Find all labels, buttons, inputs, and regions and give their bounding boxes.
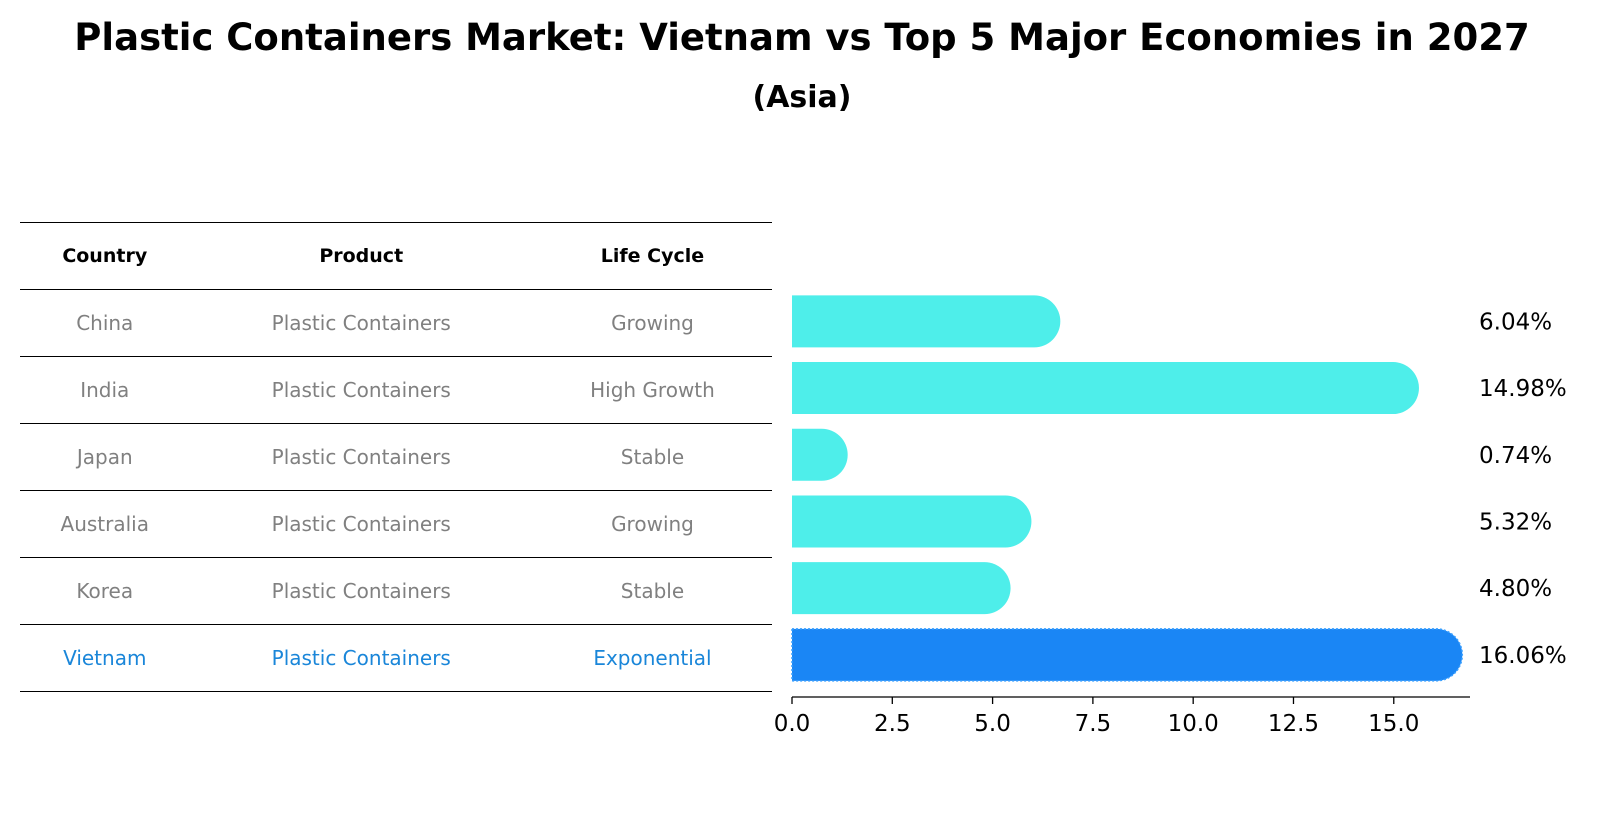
cell-country: India: [20, 356, 190, 424]
cell-product: Plastic Containers: [189, 356, 533, 424]
cell-product: Plastic Containers: [189, 624, 533, 692]
cell-product: Plastic Containers: [189, 490, 533, 558]
x-tick-label: 7.5: [1075, 711, 1112, 737]
cell-life-cycle: Growing: [532, 289, 772, 357]
x-tick-label: 15.0: [1368, 711, 1419, 737]
cell-life-cycle: Growing: [532, 490, 772, 558]
cell-life-cycle: Stable: [532, 423, 772, 491]
cell-product: Plastic Containers: [189, 423, 533, 491]
chart-title: Plastic Containers Market: Vietnam vs To…: [74, 16, 1530, 59]
table-row-highlighted: Vietnam Plastic Containers Exponential: [20, 624, 772, 692]
cell-country: Australia: [20, 490, 190, 558]
bar-japan: [792, 428, 848, 481]
bar-vietnam: [791, 628, 1464, 682]
data-table: Country Product Life Cycle China Plastic…: [20, 222, 772, 692]
cell-product: Plastic Containers: [189, 289, 533, 357]
table-row: China Plastic Containers Growing: [20, 289, 772, 357]
bar-india: [792, 362, 1419, 415]
bar-value-label: 14.98%: [1479, 376, 1567, 402]
x-tick-label: 5.0: [974, 711, 1011, 737]
bar-china: [792, 295, 1061, 348]
cell-country: Korea: [20, 557, 190, 625]
bar-value-label: 0.74%: [1479, 443, 1552, 469]
table-row: India Plastic Containers High Growth: [20, 356, 772, 424]
header-country: Country: [20, 222, 190, 290]
cell-country: Japan: [20, 423, 190, 491]
chart-subtitle: (Asia): [752, 80, 852, 115]
cell-product: Plastic Containers: [189, 557, 533, 625]
x-tick-label: 0.0: [774, 711, 811, 737]
table-header-row: Country Product Life Cycle: [20, 222, 772, 290]
cell-life-cycle: Exponential: [532, 624, 772, 692]
table-row: Korea Plastic Containers Stable: [20, 557, 772, 625]
bar-value-label: 16.06%: [1479, 643, 1567, 669]
bar-value-label: 6.04%: [1479, 309, 1552, 335]
bar-value-label: 4.80%: [1479, 576, 1552, 602]
cell-country: China: [20, 289, 190, 357]
bar-value-label: 5.32%: [1479, 509, 1552, 535]
bar-korea: [792, 562, 1011, 615]
x-tick-label: 12.5: [1268, 711, 1319, 737]
x-tick-label: 10.0: [1168, 711, 1219, 737]
table-row: Japan Plastic Containers Stable: [20, 423, 772, 491]
cell-country: Vietnam: [20, 624, 190, 692]
header-product: Product: [189, 222, 533, 290]
cell-life-cycle: High Growth: [532, 356, 772, 424]
x-tick-label: 2.5: [874, 711, 911, 737]
header-life-cycle: Life Cycle: [532, 222, 772, 290]
bar-australia: [792, 495, 1032, 548]
cell-life-cycle: Stable: [532, 557, 772, 625]
table-row: Australia Plastic Containers Growing: [20, 490, 772, 558]
